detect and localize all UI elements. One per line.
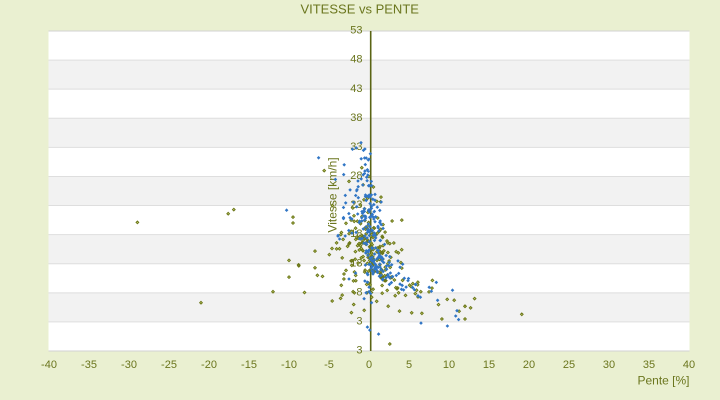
svg-text:-15: -15 (241, 359, 257, 371)
svg-text:40: 40 (683, 359, 695, 371)
svg-text:-5: -5 (324, 359, 334, 371)
svg-text:-10: -10 (281, 359, 297, 371)
svg-text:53: 53 (350, 25, 362, 37)
svg-text:VITESSE vs PENTE: VITESSE vs PENTE (300, 2, 419, 17)
svg-text:-35: -35 (81, 359, 97, 371)
svg-text:8: 8 (356, 286, 362, 298)
svg-text:-40: -40 (41, 359, 57, 371)
svg-text:-30: -30 (121, 359, 137, 371)
svg-text:30: 30 (603, 359, 615, 371)
svg-text:Vitesse [km/h]: Vitesse [km/h] (326, 157, 340, 232)
svg-text:38: 38 (350, 112, 362, 124)
svg-text:-25: -25 (161, 359, 177, 371)
svg-text:Pente [%]: Pente [%] (637, 373, 689, 387)
svg-text:43: 43 (350, 83, 362, 95)
svg-text:15: 15 (483, 359, 495, 371)
svg-text:3: 3 (356, 316, 362, 328)
svg-text:48: 48 (350, 54, 362, 66)
svg-text:-20: -20 (201, 359, 217, 371)
svg-text:0: 0 (366, 359, 372, 371)
svg-text:20: 20 (523, 359, 535, 371)
svg-text:28: 28 (350, 170, 362, 182)
svg-text:25: 25 (563, 359, 575, 371)
svg-text:5: 5 (406, 359, 412, 371)
svg-text:3: 3 (356, 345, 362, 357)
svg-text:35: 35 (643, 359, 655, 371)
svg-text:10: 10 (443, 359, 455, 371)
